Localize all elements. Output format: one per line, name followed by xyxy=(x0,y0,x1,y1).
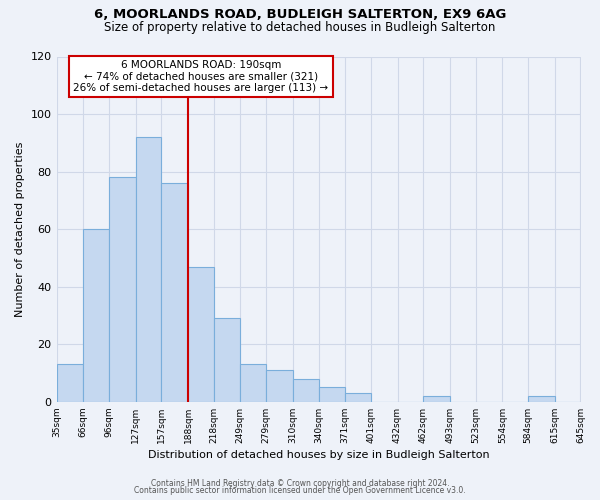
Text: 6, MOORLANDS ROAD, BUDLEIGH SALTERTON, EX9 6AG: 6, MOORLANDS ROAD, BUDLEIGH SALTERTON, E… xyxy=(94,8,506,20)
Bar xyxy=(136,137,161,402)
Text: 6 MOORLANDS ROAD: 190sqm
← 74% of detached houses are smaller (321)
26% of semi-: 6 MOORLANDS ROAD: 190sqm ← 74% of detach… xyxy=(73,60,328,93)
Text: Contains HM Land Registry data © Crown copyright and database right 2024.: Contains HM Land Registry data © Crown c… xyxy=(151,478,449,488)
Bar xyxy=(188,266,214,402)
Bar xyxy=(528,396,555,402)
X-axis label: Distribution of detached houses by size in Budleigh Salterton: Distribution of detached houses by size … xyxy=(148,450,490,460)
Y-axis label: Number of detached properties: Number of detached properties xyxy=(15,142,25,317)
Bar xyxy=(266,370,293,402)
Bar xyxy=(424,396,450,402)
Bar xyxy=(161,183,188,402)
Text: Contains public sector information licensed under the Open Government Licence v3: Contains public sector information licen… xyxy=(134,486,466,495)
Bar xyxy=(56,364,83,402)
Bar xyxy=(345,393,371,402)
Bar xyxy=(241,364,266,402)
Text: Size of property relative to detached houses in Budleigh Salterton: Size of property relative to detached ho… xyxy=(104,21,496,34)
Bar xyxy=(293,379,319,402)
Bar xyxy=(214,318,241,402)
Bar xyxy=(319,388,345,402)
Bar xyxy=(109,178,136,402)
Bar xyxy=(83,229,109,402)
